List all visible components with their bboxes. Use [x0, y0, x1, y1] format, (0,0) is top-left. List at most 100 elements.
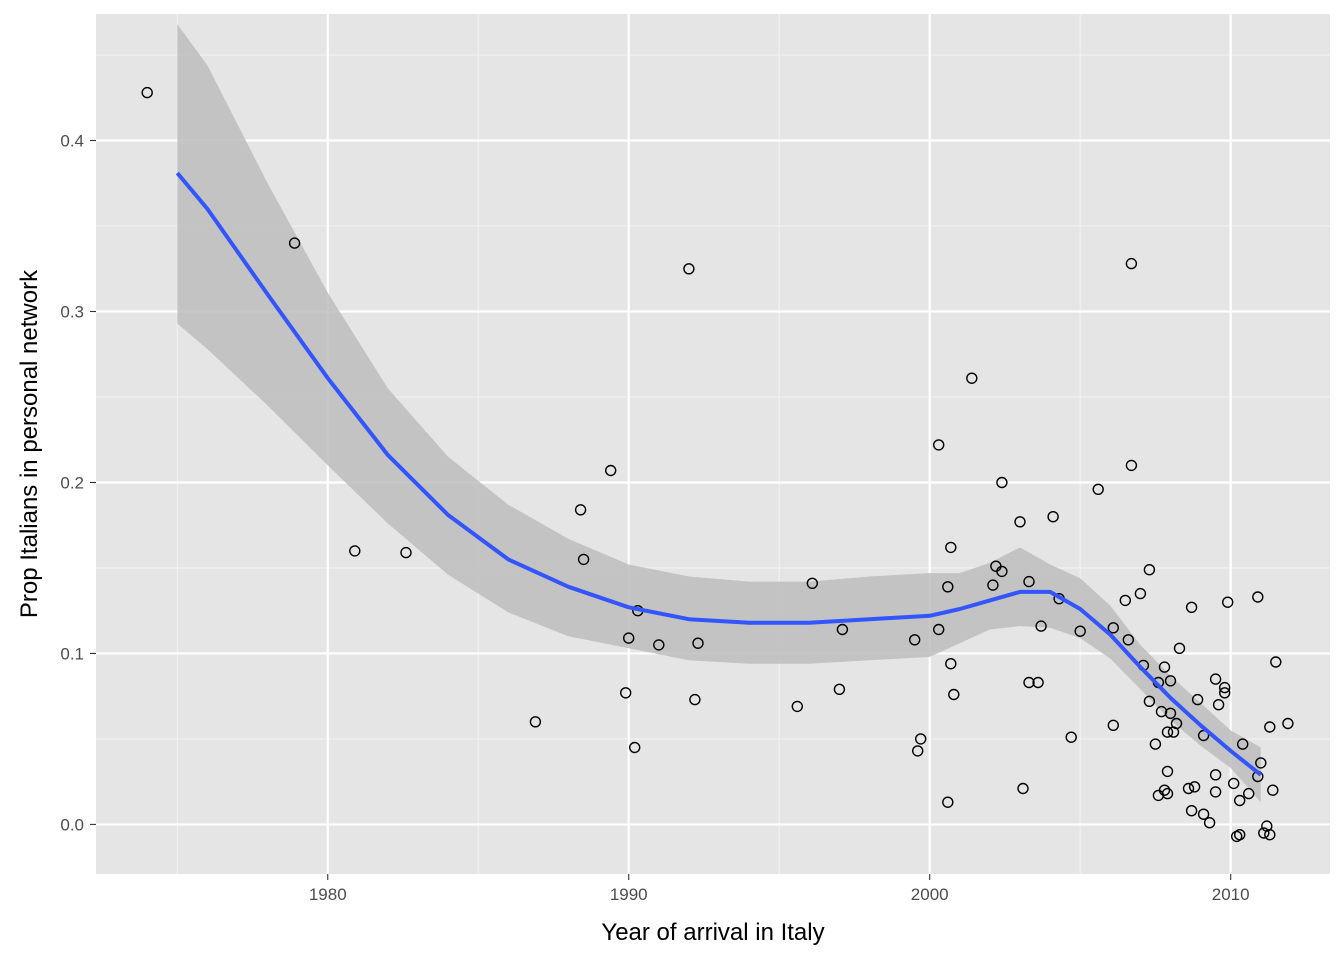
- data-point: [1092, 483, 1104, 495]
- y-tick-label: 0.0: [60, 815, 84, 834]
- data-point: [1107, 719, 1120, 731]
- confidence-ribbon: [177, 24, 1261, 803]
- data-points: [141, 86, 1294, 843]
- x-tick-label: 1980: [309, 885, 347, 904]
- data-point: [1143, 695, 1156, 707]
- data-point: [1264, 721, 1276, 733]
- smooth-trend-line: [175, 171, 1263, 777]
- data-point: [689, 693, 701, 706]
- data-point: [945, 541, 957, 554]
- data-point: [577, 553, 590, 566]
- data-point: [1233, 794, 1246, 807]
- data-point: [1134, 587, 1147, 600]
- data-point: [1197, 729, 1210, 742]
- data-point: [1209, 769, 1222, 781]
- data-point: [1209, 786, 1222, 798]
- data-point: [1143, 564, 1156, 576]
- data-point: [1023, 676, 1035, 689]
- data-point: [1161, 787, 1174, 800]
- data-point: [1191, 693, 1204, 706]
- data-point: [1255, 757, 1267, 769]
- data-point: [1014, 516, 1026, 528]
- data-point: [933, 623, 945, 636]
- data-point: [1185, 805, 1198, 817]
- y-tick-label: 0.1: [60, 644, 84, 663]
- data-point: [948, 688, 960, 701]
- x-axis-ticks: 1980 1990 2000 2010: [309, 874, 1250, 904]
- data-point: [1227, 777, 1240, 790]
- data-point: [945, 658, 957, 670]
- data-point: [1065, 731, 1077, 743]
- data-point: [1161, 726, 1174, 738]
- data-point: [400, 546, 412, 559]
- data-point: [605, 464, 617, 477]
- data-point: [1017, 782, 1029, 795]
- data-point: [1119, 594, 1132, 607]
- data-point: [620, 687, 632, 699]
- data-point: [1158, 661, 1171, 673]
- data-point: [1161, 765, 1174, 778]
- data-point: [1267, 784, 1279, 796]
- data-point: [288, 237, 301, 249]
- data-point: [1122, 634, 1135, 646]
- data-point: [1270, 656, 1282, 668]
- data-point: [1164, 675, 1177, 687]
- data-point: [1182, 782, 1195, 795]
- data-point: [833, 683, 846, 695]
- data-point: [692, 637, 704, 649]
- data-point: [836, 623, 849, 636]
- data-point: [1107, 622, 1120, 634]
- data-point: [942, 796, 954, 808]
- data-point: [1185, 601, 1198, 613]
- data-point: [653, 639, 665, 651]
- x-tick-label: 2000: [911, 885, 949, 904]
- data-point: [1158, 784, 1171, 796]
- data-point: [1221, 596, 1234, 608]
- data-point: [1173, 642, 1186, 654]
- data-point: [1203, 817, 1216, 829]
- data-point: [1047, 511, 1059, 523]
- data-point: [529, 716, 542, 728]
- data-point: [574, 504, 587, 516]
- data-point: [1242, 787, 1255, 800]
- y-tick-label: 0.3: [60, 302, 84, 321]
- data-point: [1032, 676, 1044, 689]
- data-point: [1252, 591, 1264, 603]
- data-point: [623, 632, 635, 644]
- data-point: [915, 733, 927, 745]
- data-point: [683, 263, 695, 275]
- data-point: [1197, 808, 1210, 820]
- data-point: [1233, 829, 1246, 841]
- data-point: [1035, 620, 1047, 632]
- y-tick-label: 0.4: [60, 132, 84, 151]
- y-axis-title: Prop Italians in personal network: [16, 269, 43, 618]
- data-point: [1023, 575, 1035, 588]
- data-point: [349, 545, 361, 557]
- data-point: [629, 741, 641, 754]
- data-point: [1236, 738, 1249, 750]
- data-point: [141, 86, 153, 99]
- data-point: [1164, 707, 1177, 719]
- data-point: [1212, 699, 1225, 711]
- y-tick-label: 0.2: [60, 473, 84, 492]
- data-point: [1282, 717, 1294, 730]
- data-point: [1218, 681, 1231, 694]
- y-axis-ticks: 0.0 0.1 0.2 0.3 0.4: [60, 132, 96, 834]
- data-point: [1125, 459, 1138, 472]
- x-tick-label: 1990: [610, 885, 648, 904]
- data-point: [1149, 738, 1162, 750]
- data-point: [1258, 827, 1270, 839]
- plot-panel: [96, 14, 1330, 874]
- data-point: [933, 439, 945, 451]
- data-point: [1170, 717, 1183, 730]
- data-point: [966, 372, 978, 384]
- data-point: [912, 745, 924, 757]
- data-point: [996, 565, 1008, 578]
- data-point: [1188, 781, 1201, 793]
- x-tick-label: 2010: [1212, 885, 1250, 904]
- x-axis-title: Year of arrival in Italy: [601, 919, 824, 946]
- data-point: [1209, 673, 1222, 685]
- data-point: [1218, 687, 1231, 699]
- data-point: [1264, 829, 1276, 841]
